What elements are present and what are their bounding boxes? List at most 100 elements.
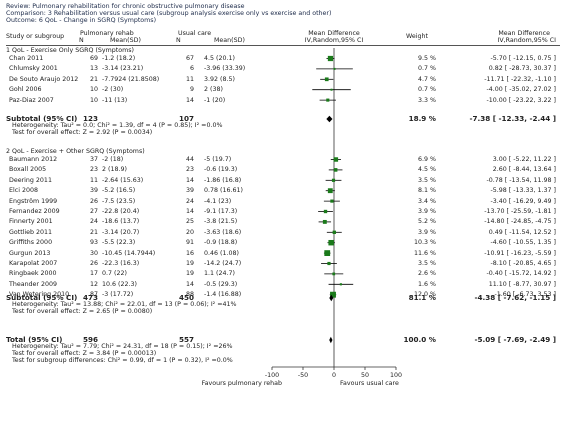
study-square bbox=[326, 98, 330, 102]
header-divider bbox=[6, 45, 560, 46]
study-ci: -13.70 [ -25.59, -1.81 ] bbox=[484, 208, 556, 215]
comparison-title: Comparison: 3 Rehabilitation versus usua… bbox=[6, 10, 332, 17]
subtotal-label: Subtotal (95% CI) bbox=[6, 114, 78, 123]
study-weight: 1.6 % bbox=[418, 280, 436, 288]
study-weight: 5.2 % bbox=[418, 218, 436, 226]
study-ctl-n: 24 bbox=[185, 197, 194, 205]
x-tick-label: 50 bbox=[361, 372, 369, 379]
subtotal-ctl-n: 107 bbox=[178, 114, 194, 123]
study-exp-meansd: -3.14 (20.7) bbox=[102, 228, 140, 236]
x-tick-label: -50 bbox=[298, 372, 308, 379]
favours-left-label: Favours pulmonary rehab bbox=[202, 380, 282, 387]
study-ctl-meansd: 2 (38) bbox=[204, 86, 223, 94]
study-ci: -3.40 [ -16.29, 9.49 ] bbox=[490, 197, 556, 205]
study-name: Elci 2008 bbox=[9, 187, 38, 195]
study-exp-n: 87 bbox=[89, 291, 98, 299]
study-ctl-meansd: -0.5 (29.3) bbox=[204, 280, 238, 288]
study-exp-meansd: -3 (17.72) bbox=[102, 291, 134, 299]
study-exp-n: 26 bbox=[89, 197, 98, 205]
study-weight: 12.0 % bbox=[413, 291, 436, 299]
subgroup-effect-test: Test for overall effect: Z = 2.92 (P = 0… bbox=[12, 129, 153, 136]
subtotal-exp-n: 473 bbox=[82, 293, 98, 302]
total-weight: 100.0 % bbox=[403, 335, 436, 344]
study-name: Boxall 2005 bbox=[9, 166, 47, 174]
study-ci: -4.00 [ -35.02, 27.02 ] bbox=[486, 86, 556, 94]
study-ci: -14.80 [ -24.85, -4.75 ] bbox=[484, 218, 556, 226]
study-exp-n: 21 bbox=[89, 75, 98, 83]
study-weight: 3.9 % bbox=[418, 228, 436, 236]
study-name: Gottlieb 2011 bbox=[9, 228, 53, 236]
study-ctl-meansd: -1.86 (16.8) bbox=[204, 176, 242, 184]
study-exp-meansd: -3.14 (23.21) bbox=[102, 65, 144, 73]
study-ctl-n: 9 bbox=[189, 86, 194, 94]
study-exp-n: 24 bbox=[89, 218, 98, 226]
study-exp-n: 26 bbox=[89, 260, 98, 267]
study-ctl-meansd: -0.6 (19.3) bbox=[204, 166, 238, 174]
study-square bbox=[324, 250, 331, 256]
col-md-title2: Mean Difference bbox=[498, 30, 550, 37]
x-tick-label: 0 bbox=[332, 372, 336, 379]
study-ctl-n: 14 bbox=[185, 96, 194, 104]
col-md-method: IV,Random,95% CI bbox=[304, 37, 364, 44]
study-exp-meansd: -2 (30) bbox=[102, 86, 124, 94]
study-name: Theander 2009 bbox=[9, 280, 58, 288]
study-weight: 9.5 % bbox=[418, 55, 436, 62]
study-ci: 0.82 [ -28.73, 30.37 ] bbox=[488, 65, 556, 73]
subtotal-weight: 18.9 % bbox=[408, 114, 436, 123]
study-weight: 3.3 % bbox=[418, 96, 436, 104]
study-name: Gurgun 2013 bbox=[9, 249, 51, 257]
x-tick-label: 100 bbox=[390, 372, 402, 379]
study-exp-meansd: -11 (13) bbox=[102, 96, 128, 104]
study-ctl-n: 6 bbox=[189, 65, 194, 73]
study-ctl-n: 67 bbox=[185, 55, 194, 62]
study-ctl-meansd: 1.1 (24.7) bbox=[204, 270, 235, 278]
col-md-title: Mean Difference bbox=[308, 30, 360, 37]
study-exp-n: 23 bbox=[89, 166, 98, 174]
study-weight: 3.5 % bbox=[418, 260, 436, 267]
study-square bbox=[322, 219, 327, 224]
study-exp-n: 10 bbox=[89, 96, 98, 104]
col-study: Study or subgroup bbox=[6, 33, 65, 40]
total-label: Total (95% CI) bbox=[6, 335, 63, 344]
study-weight: 10.3 % bbox=[413, 239, 436, 247]
study-exp-meansd: 2 (18.9) bbox=[102, 166, 127, 174]
study-square bbox=[324, 77, 329, 82]
study-exp-meansd: -10.45 (14.7944) bbox=[102, 249, 156, 257]
study-exp-n: 27 bbox=[89, 208, 98, 215]
total-n2: 557 bbox=[178, 335, 194, 344]
col-weight: Weight bbox=[406, 33, 428, 40]
study-name: Karapolat 2007 bbox=[9, 260, 58, 267]
favours-right-label: Favours usual care bbox=[340, 380, 399, 387]
study-square bbox=[327, 261, 331, 266]
study-exp-meansd: -1.2 (18.2) bbox=[102, 55, 136, 62]
study-ctl-meansd: -5 (19.7) bbox=[204, 156, 232, 163]
study-name: Chlumsky 2001 bbox=[9, 65, 58, 73]
study-name: Chan 2011 bbox=[9, 55, 44, 62]
study-exp-meansd: 10.6 (22.3) bbox=[102, 280, 137, 288]
total-n1: 596 bbox=[82, 335, 98, 344]
total-ci: -5.09 [ -7.69, -2.49 ] bbox=[474, 335, 556, 344]
col-ctl-n: N bbox=[176, 37, 181, 44]
study-name: Baumann 2012 bbox=[9, 156, 58, 163]
study-ctl-n: 39 bbox=[185, 187, 194, 195]
study-ci: -10.91 [ -16.23, -5.59 ] bbox=[484, 249, 556, 257]
study-name: Deering 2011 bbox=[9, 176, 52, 184]
study-name: Finnerty 2001 bbox=[9, 218, 53, 226]
col-md-method2: IV,Random,95% CI bbox=[497, 37, 557, 44]
study-ctl-meansd: -1.4 (16.88) bbox=[204, 291, 242, 299]
study-name: Paz-Diaz 2007 bbox=[9, 96, 54, 104]
study-ci: 0.49 [ -11.54, 12.52 ] bbox=[488, 228, 556, 236]
study-weight: 3.5 % bbox=[418, 176, 436, 184]
study-weight: 8.1 % bbox=[418, 187, 436, 195]
col-exp-n: N bbox=[79, 37, 84, 44]
subgroup-title: 1 QoL - Exercise Only SGRQ (Symptoms) bbox=[6, 47, 134, 54]
study-square bbox=[332, 230, 336, 234]
subtotal-ci: -4.38 [ -7.62, -1.15 ] bbox=[474, 293, 556, 302]
subtotal-weight: 81.1 % bbox=[408, 293, 436, 302]
study-exp-n: 69 bbox=[89, 55, 98, 62]
col-exp-group: Pulmonary rehab bbox=[80, 30, 134, 37]
study-weight: 4.7 % bbox=[418, 75, 436, 83]
col-exp-meansd: Mean(SD) bbox=[110, 37, 141, 44]
study-ctl-n: 88 bbox=[185, 291, 194, 299]
study-ctl-meansd: -1 (20) bbox=[204, 96, 226, 104]
